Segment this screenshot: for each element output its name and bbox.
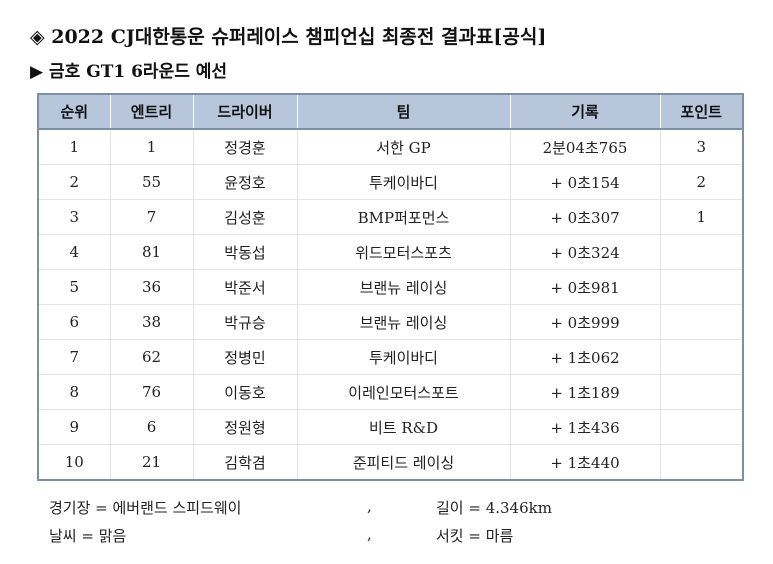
separator: , (367, 525, 372, 543)
table-row: 7 62 정병민 투케이바디 + 1초062 (37, 339, 744, 375)
cell-record: + 0초154 (509, 164, 661, 200)
cell-points (659, 409, 744, 445)
cell-rank: 8 (37, 374, 111, 410)
cell-record: + 1초062 (509, 339, 661, 375)
cell-points (659, 304, 744, 340)
table-row: 6 38 박규승 브랜뉴 레이싱 + 0초999 (37, 304, 744, 340)
cell-points (659, 339, 744, 375)
cell-record: + 0초981 (509, 269, 661, 305)
cell-entry: 7 (109, 199, 194, 235)
header-rank: 순위 (37, 94, 111, 130)
circuit-condition-info: 서킷 = 마름 (436, 527, 514, 545)
page-title: ◈ 2022 CJ대한통운 슈퍼레이스 챔피언십 최종전 결과표[공식] (30, 26, 547, 48)
cell-team: 이레인모터스포트 (296, 374, 511, 410)
table-row: 3 7 김성훈 BMP퍼포먼스 + 0초307 1 (37, 199, 744, 235)
cell-points (659, 444, 744, 480)
cell-record: + 1초436 (509, 409, 661, 445)
cell-driver: 김학겸 (192, 444, 298, 480)
cell-points: 3 (659, 129, 744, 165)
cell-entry: 21 (109, 444, 194, 480)
table-row: 4 81 박동섭 위드모터스포츠 + 0초324 (37, 234, 744, 270)
cell-entry: 76 (109, 374, 194, 410)
cell-rank: 7 (37, 339, 111, 375)
cell-points (659, 374, 744, 410)
cell-team: 투케이바디 (296, 339, 511, 375)
cell-team: 서한 GP (296, 129, 511, 165)
cell-driver: 정병민 (192, 339, 298, 375)
cell-record: + 0초999 (509, 304, 661, 340)
cell-team: 브랜뉴 레이싱 (296, 304, 511, 340)
cell-rank: 6 (37, 304, 111, 340)
cell-rank: 3 (37, 199, 111, 235)
cell-entry: 38 (109, 304, 194, 340)
cell-entry: 6 (109, 409, 194, 445)
header-team: 팀 (296, 94, 511, 130)
header-driver: 드라이버 (192, 94, 298, 130)
cell-entry: 55 (109, 164, 194, 200)
cell-driver: 박준서 (192, 269, 298, 305)
track-info: 경기장 = 에버랜드 스피드웨이 (49, 499, 242, 517)
cell-points: 2 (659, 164, 744, 200)
cell-record: + 1초440 (509, 444, 661, 480)
cell-rank: 9 (37, 409, 111, 445)
cell-entry: 36 (109, 269, 194, 305)
cell-team: 투케이바디 (296, 164, 511, 200)
cell-team: 위드모터스포츠 (296, 234, 511, 270)
page-subtitle: ▶ 금호 GT1 6라운드 예선 (30, 62, 228, 82)
table-row: 2 55 윤정호 투케이바디 + 0초154 2 (37, 164, 744, 200)
header-entry: 엔트리 (109, 94, 194, 130)
cell-driver: 정원형 (192, 409, 298, 445)
header-record: 기록 (509, 94, 661, 130)
table-row: 9 6 정원형 비트 R&D + 1초436 (37, 409, 744, 445)
cell-rank: 10 (37, 444, 111, 480)
cell-driver: 이동호 (192, 374, 298, 410)
cell-driver: 박동섭 (192, 234, 298, 270)
cell-rank: 4 (37, 234, 111, 270)
cell-team: BMP퍼포먼스 (296, 199, 511, 235)
cell-team: 브랜뉴 레이싱 (296, 269, 511, 305)
cell-points: 1 (659, 199, 744, 235)
table-row: 1 1 정경훈 서한 GP 2분04초765 3 (37, 129, 744, 165)
cell-points (659, 234, 744, 270)
results-table: 순위 엔트리 드라이버 팀 기록 포인트 1 1 정경훈 서한 GP 2분04초… (37, 93, 744, 481)
cell-driver: 김성훈 (192, 199, 298, 235)
cell-record: 2분04초765 (509, 129, 661, 165)
cell-rank: 5 (37, 269, 111, 305)
cell-driver: 정경훈 (192, 129, 298, 165)
cell-entry: 81 (109, 234, 194, 270)
cell-record: + 1초189 (509, 374, 661, 410)
cell-driver: 박규승 (192, 304, 298, 340)
table-row: 10 21 김학겸 준피티드 레이싱 + 1초440 (37, 444, 744, 480)
separator: , (367, 497, 372, 515)
table-header-row: 순위 엔트리 드라이버 팀 기록 포인트 (37, 94, 744, 130)
table-row: 8 76 이동호 이레인모터스포트 + 1초189 (37, 374, 744, 410)
cell-record: + 0초307 (509, 199, 661, 235)
cell-team: 준피티드 레이싱 (296, 444, 511, 480)
header-points: 포인트 (659, 94, 744, 130)
cell-entry: 62 (109, 339, 194, 375)
cell-rank: 1 (37, 129, 111, 165)
weather-info: 날씨 = 맑음 (49, 527, 127, 545)
table-row: 5 36 박준서 브랜뉴 레이싱 + 0초981 (37, 269, 744, 305)
cell-driver: 윤정호 (192, 164, 298, 200)
cell-team: 비트 R&D (296, 409, 511, 445)
track-length-info: 길이 = 4.346km (436, 499, 552, 517)
cell-points (659, 269, 744, 305)
cell-rank: 2 (37, 164, 111, 200)
cell-record: + 0초324 (509, 234, 661, 270)
cell-entry: 1 (109, 129, 194, 165)
